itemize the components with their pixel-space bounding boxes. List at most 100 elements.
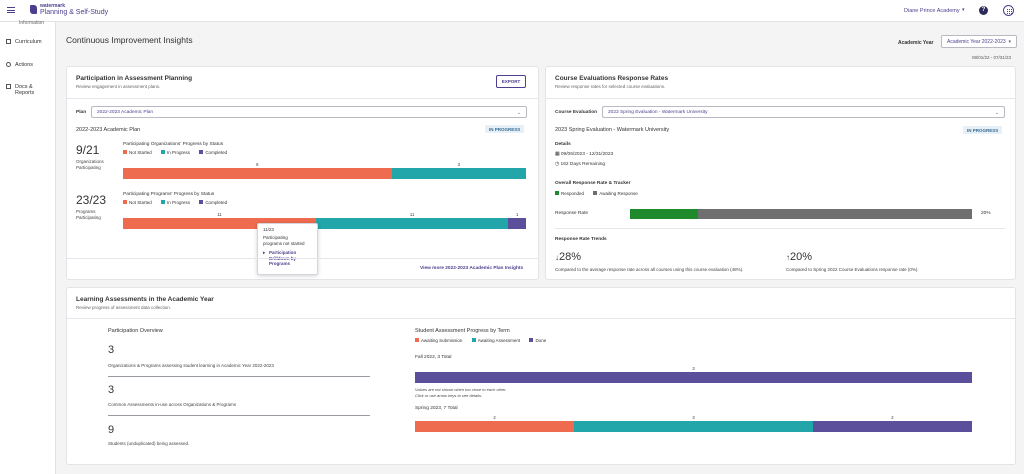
- course-eval-title: Course Evaluations Response Rates: [555, 75, 669, 82]
- sidebar-item-label: Docs &: [15, 84, 33, 90]
- arrow-down-icon: ↓: [555, 253, 559, 262]
- divider: [67, 98, 538, 99]
- bar-segment-not-started[interactable]: [123, 168, 392, 179]
- prog-chart-title: Participating Programs' Progress by Stat…: [123, 192, 215, 197]
- tooltip-text: Participating programs not started: [263, 235, 305, 246]
- legend-awaiting-response: Awaiting Response: [593, 191, 638, 196]
- legend-completed: Completed: [199, 200, 227, 205]
- bar-segment-in-progress[interactable]: [391, 168, 526, 179]
- trend-previous-text: Compared to Spring 2022 Course Evaluatio…: [786, 267, 919, 272]
- tracker-title: Overall Response Rate & Tracker: [555, 181, 631, 186]
- prog-chart-legend: Not Started In Progress Completed: [123, 200, 235, 205]
- bar-segment-awaiting-submission[interactable]: [415, 421, 575, 432]
- bar-segment-awaiting-response[interactable]: [698, 209, 972, 219]
- academic-year-dates: 08/01/22 - 07/31/23: [972, 55, 1012, 60]
- divider: [555, 228, 1005, 229]
- view-more-plan-insights-link[interactable]: View more 2022-2023 Academic Plan Insigh…: [420, 266, 524, 271]
- stat-text: Students (unduplicated) being assessed.: [108, 441, 190, 446]
- watermark-logo-icon: [30, 5, 37, 14]
- legend-done: Done: [529, 338, 546, 343]
- plan-label: Plan: [76, 110, 87, 115]
- eval-dates: ▦ 09/06/2023 - 12/31/2023: [555, 152, 614, 157]
- chart-note: Click or use arrow keys to see details.: [415, 393, 483, 398]
- sidebar-item-actions[interactable]: Actions: [6, 62, 33, 68]
- hamburger-menu-icon[interactable]: [7, 7, 15, 13]
- trend-previous: ↑20%: [786, 251, 813, 263]
- learning-title: Learning Assessments in the Academic Yea…: [76, 296, 214, 303]
- sidebar-item-information[interactable]: Information: [19, 20, 45, 26]
- legend-responded: Responded: [555, 191, 584, 196]
- sidebar-item-label: Actions: [15, 62, 34, 68]
- bar-segment-in-progress[interactable]: [315, 218, 509, 229]
- document-icon: [6, 84, 11, 89]
- legend-in-progress: In Progress: [161, 150, 190, 155]
- bar-value-label: 3: [692, 415, 695, 420]
- bar-value-label: 1: [516, 212, 519, 217]
- app-grid-icon[interactable]: [1003, 5, 1014, 16]
- status-badge: IN PROGRESS: [963, 126, 1003, 134]
- bar-value-label: 11: [409, 212, 415, 217]
- legend-not-started: Not Started: [123, 150, 152, 155]
- sidebar-item-curriculum[interactable]: Curriculum: [6, 39, 42, 45]
- logo-brand: watermark: [40, 3, 66, 9]
- book-icon: [6, 39, 11, 44]
- bar-segment-not-started[interactable]: [123, 218, 316, 229]
- plan-select[interactable]: 2022-2023 Academic Plan ⌄: [91, 106, 527, 118]
- page-title: Continuous Improvement Insights: [66, 35, 193, 45]
- academic-year-select[interactable]: Academic Year 2022-2023 ▾: [941, 35, 1017, 48]
- legend-not-started: Not Started: [123, 200, 152, 205]
- stat-value: 3: [108, 344, 115, 356]
- bar-segment-done[interactable]: [415, 372, 972, 383]
- divider: [108, 415, 370, 416]
- org-chart-title: Participating Organizations' Progress by…: [123, 142, 224, 147]
- bar-segment-responded[interactable]: [630, 209, 699, 219]
- term-chart-legend: Awaiting Submission Awaiting Assessment …: [415, 338, 554, 343]
- legend-awaiting-assessment: Awaiting Assessment: [471, 338, 520, 343]
- bar-value-label: 2: [493, 415, 496, 420]
- stat-value: 9: [108, 424, 115, 436]
- sidebar: Information Curriculum Actions Docs & Re…: [0, 20, 56, 474]
- stat-value: 3: [108, 384, 115, 396]
- trend-average: ↓28%: [555, 251, 582, 263]
- app-name: Planning & Self-Study: [40, 9, 109, 16]
- plan-select-value: 2022-2023 Academic Plan: [97, 110, 154, 115]
- overview-title: Participation Overview: [108, 328, 163, 334]
- bar-value-label: 6: [256, 162, 259, 167]
- chevron-down-icon: ⌄: [516, 110, 521, 116]
- term-label: Spring 2023, 7 Total: [415, 406, 458, 411]
- question-circle-icon[interactable]: ?: [979, 6, 988, 15]
- details-label: Details: [555, 142, 571, 147]
- learning-subtitle: Review progress of assessment data colle…: [76, 305, 172, 310]
- days-remaining: ◷ 162 Days Remaining: [555, 162, 606, 167]
- org-chart-legend: Not Started In Progress Completed: [123, 150, 235, 155]
- programs-label: Participating: [76, 215, 101, 220]
- chevron-down-icon[interactable]: ▾: [962, 7, 965, 13]
- chevron-down-icon: ⌄: [994, 110, 999, 116]
- bar-value-label: 11: [217, 212, 222, 217]
- export-button[interactable]: EXPORT: [496, 75, 526, 88]
- bar-segment-completed[interactable]: [508, 218, 526, 229]
- sidebar-item-docs-reports[interactable]: Docs & Reports: [6, 84, 34, 96]
- institution-switcher[interactable]: Diane Prince Academy: [904, 8, 960, 14]
- bar-segment-awaiting-assessment[interactable]: [574, 421, 813, 432]
- course-eval-select-value: 2023 Spring Evaluation - Watermark Unive…: [608, 110, 708, 115]
- participation-title: Participation in Assessment Planning: [76, 75, 193, 82]
- academic-year-value: Academic Year 2022-2023: [947, 39, 1006, 45]
- clock-icon: ◷: [555, 162, 561, 167]
- target-icon: [6, 62, 11, 67]
- programs-count: 23/23: [76, 193, 107, 207]
- chart-note: Values are not shown when too close to e…: [415, 387, 507, 392]
- legend-in-progress: In Progress: [161, 200, 190, 205]
- legend-awaiting-submission: Awaiting Submission: [415, 338, 462, 343]
- plan-heading: 2022-2023 Academic Plan: [76, 127, 141, 133]
- divider: [67, 318, 1015, 319]
- participation-subtitle: Review engagement in assessment plans.: [76, 84, 161, 89]
- bar-segment-done[interactable]: [812, 421, 972, 432]
- stat-text: Organizations & Programs assessing stude…: [108, 363, 274, 368]
- programs-label: Programs: [76, 209, 96, 214]
- course-eval-select[interactable]: 2023 Spring Evaluation - Watermark Unive…: [602, 106, 1005, 118]
- course-evaluation-card: [545, 66, 1016, 280]
- academic-year-label: Academic Year: [898, 40, 934, 46]
- calendar-icon: ▦: [555, 152, 561, 157]
- response-rate-value: 20%: [981, 211, 991, 216]
